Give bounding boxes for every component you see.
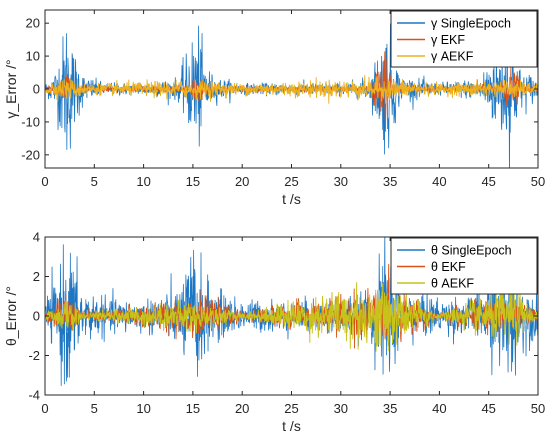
x-tick-label: 20: [235, 401, 249, 416]
x-tick-label: 50: [531, 401, 545, 416]
y-tick-label: 20: [26, 16, 40, 31]
y-tick-label: 2: [33, 269, 40, 284]
x-tick-label: 5: [91, 174, 98, 189]
y-axis-label: γ_Error /°: [3, 59, 19, 118]
y-tick-label: -2: [28, 348, 40, 363]
legend-entry: θ SingleEpoch: [431, 244, 512, 258]
x-tick-label: 50: [531, 174, 545, 189]
x-tick-label: 0: [41, 174, 48, 189]
x-tick-label: 40: [432, 401, 446, 416]
x-tick-label: 40: [432, 174, 446, 189]
y-tick-label: 10: [26, 49, 40, 64]
x-axis-label: t /s: [282, 418, 301, 434]
y-axis-label: θ_Error /°: [3, 286, 19, 346]
x-tick-label: 35: [383, 174, 397, 189]
legend-entry: θ EKF: [431, 260, 466, 274]
y-tick-label: 4: [33, 230, 40, 245]
x-tick-label: 0: [41, 401, 48, 416]
series-line-3: [45, 75, 538, 104]
legend: θ SingleEpoch θ EKF θ AEKF: [390, 237, 538, 295]
x-tick-label: 10: [136, 174, 150, 189]
legend-entry: γ SingleEpoch: [431, 17, 511, 31]
x-tick-label: 30: [334, 401, 348, 416]
y-tick-label: -10: [21, 114, 40, 129]
x-tick-label: 15: [186, 401, 200, 416]
y-tick-label: 0: [33, 309, 40, 324]
x-tick-label: 25: [284, 401, 298, 416]
legend: γ SingleEpoch γ EKF γ AEKF: [390, 10, 538, 68]
x-tick-label: 45: [481, 401, 495, 416]
x-tick-label: 25: [284, 174, 298, 189]
y-tick-label: -20: [21, 147, 40, 162]
legend-entry: γ AEKF: [431, 50, 474, 64]
x-axis-label: t /s: [282, 191, 301, 207]
x-tick-label: 5: [91, 401, 98, 416]
top-panel: 0 5 10 15 20 25 30 35 40 45 50 20 10 0 -10 -20 t /s γ_Err…: [3, 9, 545, 207]
x-tick-label: 30: [334, 174, 348, 189]
legend-entry: θ AEKF: [431, 277, 474, 291]
x-tick-label: 20: [235, 174, 249, 189]
x-tick-label: 10: [136, 401, 150, 416]
series-line-3: [45, 276, 538, 352]
legend-entry: γ EKF: [431, 33, 465, 47]
y-tick-label: 0: [33, 82, 40, 97]
x-tick-label: 45: [481, 174, 495, 189]
x-tick-label: 15: [186, 174, 200, 189]
x-tick-label: 35: [383, 401, 397, 416]
y-tick-label: -4: [28, 388, 40, 403]
